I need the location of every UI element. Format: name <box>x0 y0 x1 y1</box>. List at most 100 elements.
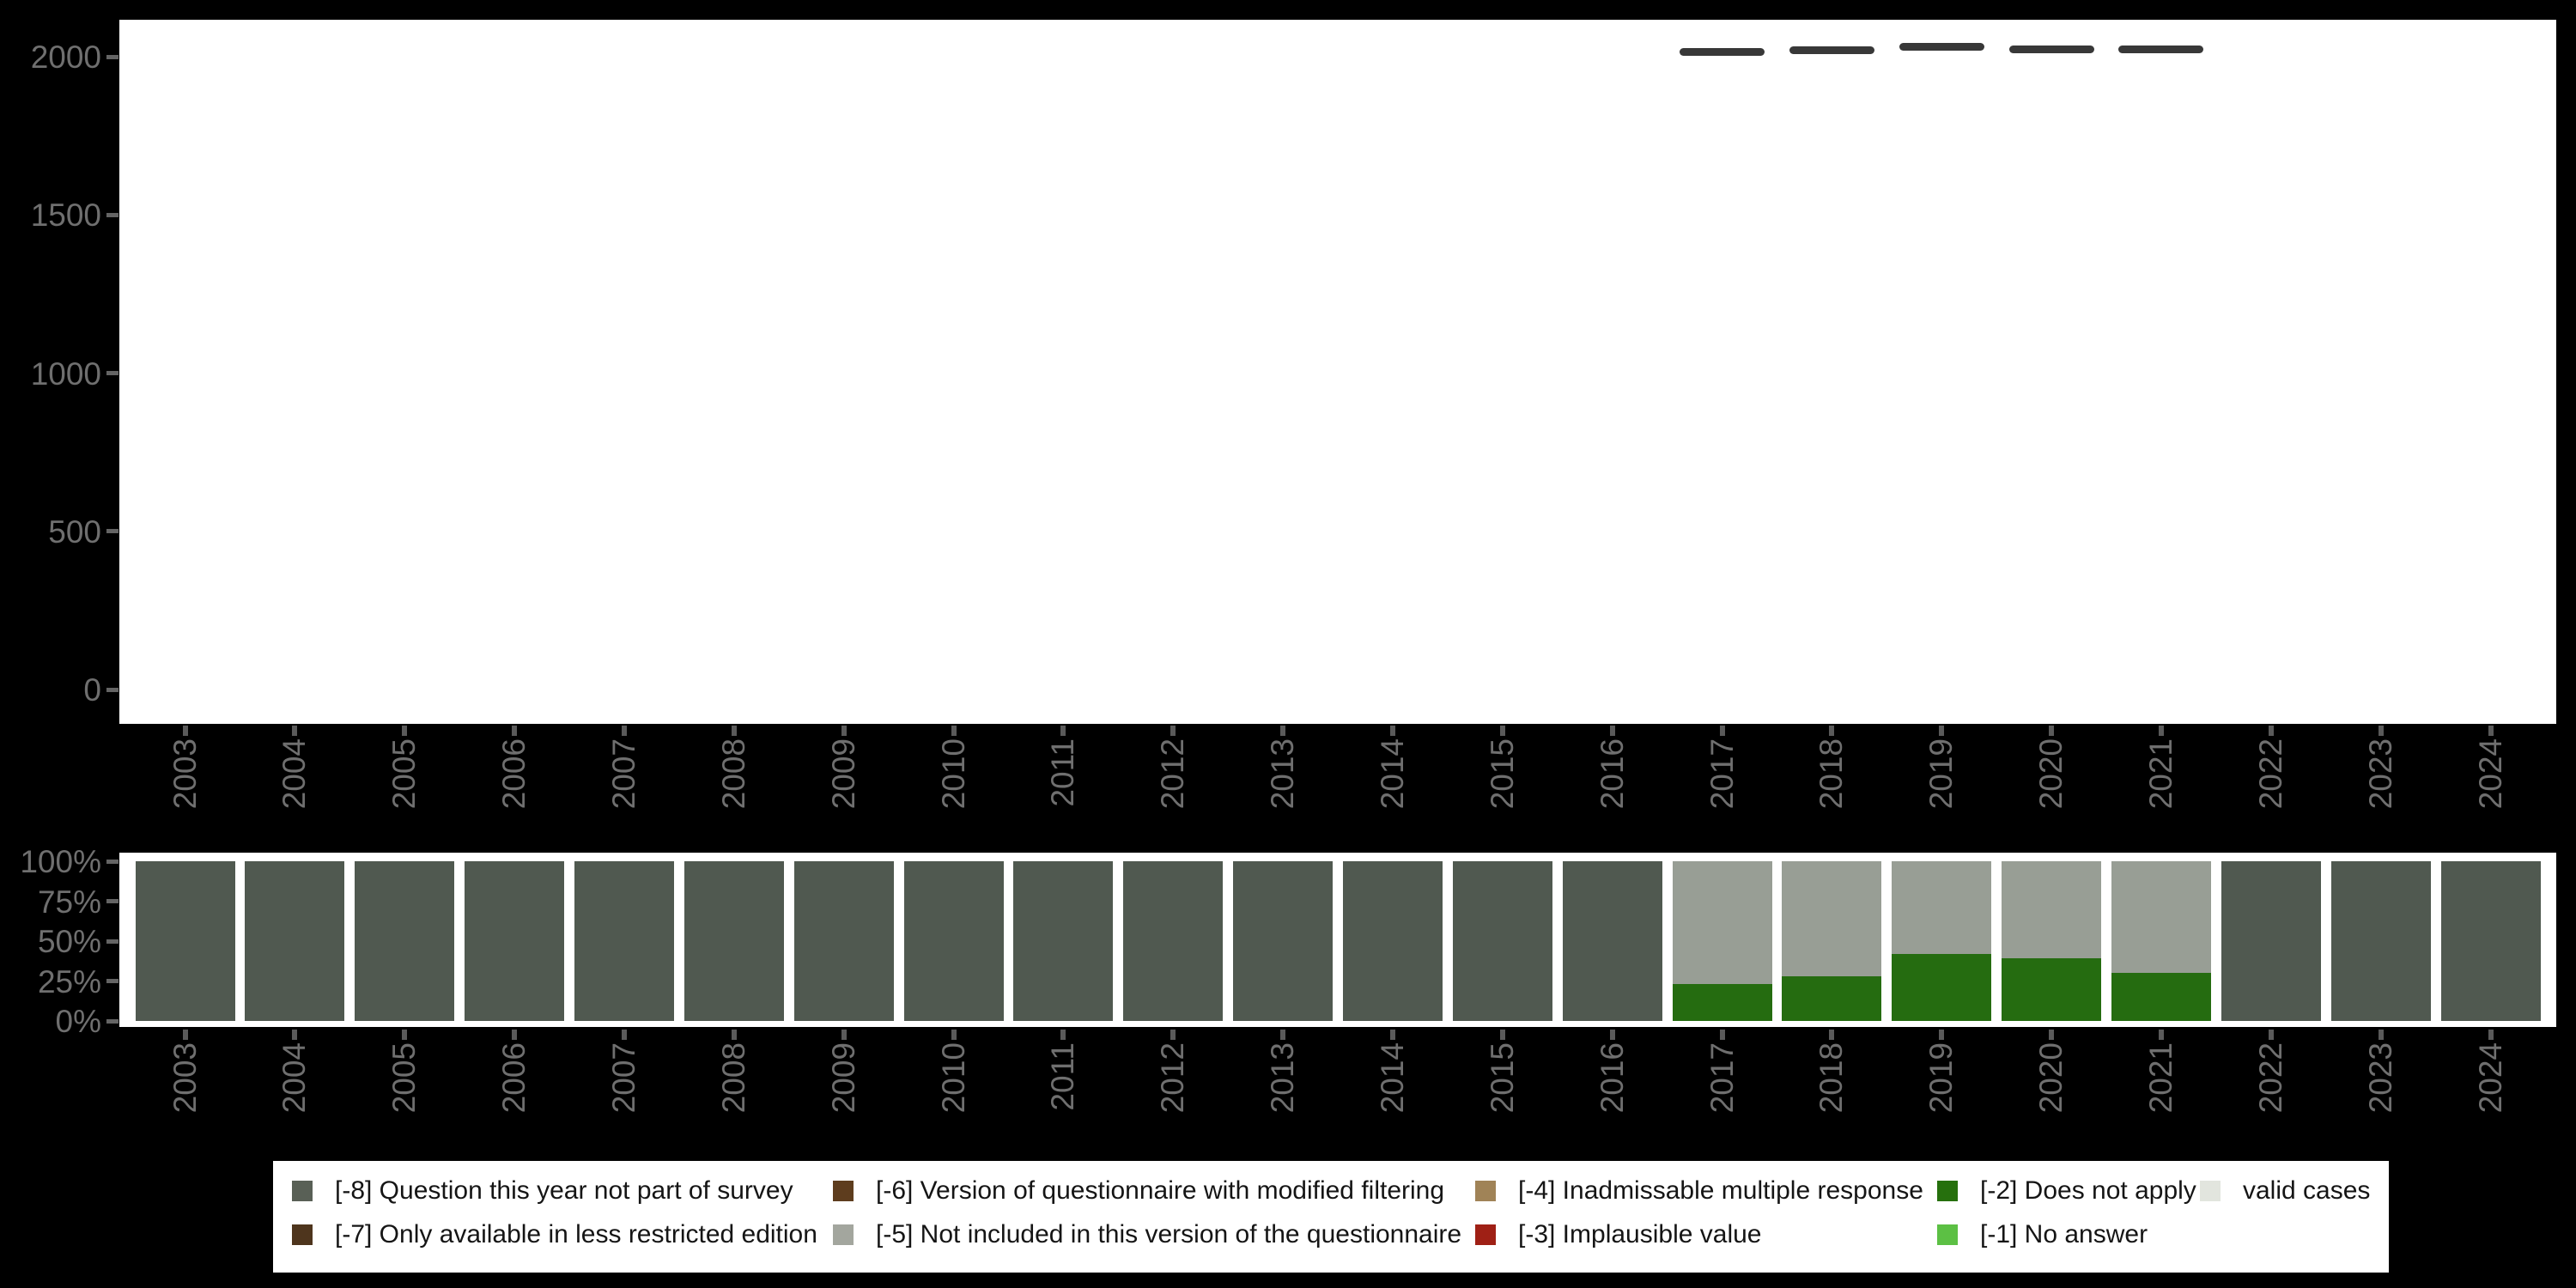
x-tick-label-2005: 2005 <box>386 1042 422 1114</box>
x-tick-label-2023: 2023 <box>2362 738 2398 810</box>
x-tick-label-2010: 2010 <box>935 738 971 810</box>
x-axis-tick <box>1280 726 1286 736</box>
x-tick-label-2009: 2009 <box>825 1042 861 1114</box>
x-tick-label-2021: 2021 <box>2142 1042 2178 1114</box>
x-tick-label-2015: 2015 <box>1484 738 1520 810</box>
x-tick-label-2004: 2004 <box>276 738 313 810</box>
bar-segment-2005 <box>355 861 455 1021</box>
x-tick-label-2018: 2018 <box>1814 738 1850 810</box>
x-axis-tick <box>1060 1030 1066 1040</box>
cases-dash-2020 <box>2008 46 2094 54</box>
bar-segment-2012 <box>1123 861 1224 1021</box>
x-tick-label-2006: 2006 <box>496 1042 532 1114</box>
y-axis-tick <box>106 54 118 59</box>
x-axis-tick <box>1499 726 1505 736</box>
bar-segment-2023 <box>2330 861 2431 1021</box>
bar-segment-2022 <box>2221 861 2321 1021</box>
x-axis-tick <box>1389 726 1395 736</box>
bar-segment-2004 <box>245 861 345 1021</box>
x-tick-label-2010: 2010 <box>935 1042 971 1114</box>
x-axis-tick <box>182 1030 188 1040</box>
legend: [-8] Question this year not part of surv… <box>273 1161 2389 1273</box>
x-axis-tick <box>1389 1030 1395 1040</box>
bar-segment-2009 <box>793 861 894 1021</box>
x-axis-tick <box>292 726 298 736</box>
bar-segment-2017 <box>1672 984 1772 1021</box>
bar-segment-2019 <box>1892 953 1992 1021</box>
x-tick-label-2017: 2017 <box>1704 1042 1740 1114</box>
legend-swatch <box>292 1224 313 1245</box>
x-axis-tick <box>2378 1030 2384 1040</box>
bar-segment-2019 <box>1892 861 1992 954</box>
y-tick-label: 2000 <box>30 39 101 75</box>
x-axis-tick <box>2049 726 2055 736</box>
cases-dash-2018 <box>1789 46 1874 55</box>
x-tick-label-2018: 2018 <box>1814 1042 1850 1114</box>
x-tick-label-2016: 2016 <box>1594 1042 1630 1114</box>
x-axis-tick <box>1719 726 1725 736</box>
x-axis-tick <box>2158 1030 2164 1040</box>
x-axis-tick <box>1609 726 1615 736</box>
legend-label: [-2] Does not apply <box>1980 1176 2196 1205</box>
legend-swatch <box>1937 1181 1958 1201</box>
x-axis-tick <box>621 1030 627 1040</box>
x-axis-tick <box>731 1030 737 1040</box>
bar-segment-2018 <box>1782 975 1882 1021</box>
x-tick-label-2008: 2008 <box>715 1042 751 1114</box>
x-axis-tick <box>1829 726 1835 736</box>
x-tick-label-2013: 2013 <box>1265 1042 1301 1114</box>
x-tick-label-2017: 2017 <box>1704 738 1740 810</box>
legend-swatch <box>1475 1224 1496 1245</box>
bar-segment-2013 <box>1233 861 1334 1021</box>
x-axis-tick <box>182 726 188 736</box>
x-tick-label-2011: 2011 <box>1045 738 1081 807</box>
x-tick-label-2020: 2020 <box>2033 738 2069 810</box>
x-axis-tick <box>512 726 518 736</box>
y-tick-label: 50% <box>37 924 101 959</box>
bar-segment-2016 <box>1562 861 1662 1021</box>
x-tick-label-2014: 2014 <box>1374 1042 1410 1114</box>
y-axis-tick <box>106 1018 118 1024</box>
x-tick-label-2024: 2024 <box>2472 1042 2508 1114</box>
legend-label: [-1] No answer <box>1980 1220 2148 1249</box>
legend-label: valid cases <box>2243 1176 2371 1205</box>
x-axis-tick <box>1280 1030 1286 1040</box>
x-axis-tick <box>2268 726 2274 736</box>
legend-swatch <box>833 1224 854 1245</box>
x-tick-label-2019: 2019 <box>1923 1042 1959 1114</box>
bar-segment-2018 <box>1782 861 1882 976</box>
x-axis-tick <box>1719 1030 1725 1040</box>
x-tick-label-2007: 2007 <box>605 738 641 810</box>
bar-segment-2010 <box>903 861 1004 1021</box>
x-tick-label-2013: 2013 <box>1265 738 1301 810</box>
y-tick-label: 500 <box>48 513 101 550</box>
x-axis-tick <box>1829 1030 1835 1040</box>
y-tick-label: 0% <box>55 1004 101 1039</box>
x-tick-label-2016: 2016 <box>1594 738 1630 810</box>
x-tick-label-2006: 2006 <box>496 738 532 810</box>
bar-segment-2017 <box>1672 861 1772 985</box>
x-tick-label-2009: 2009 <box>825 738 861 810</box>
bar-segment-2007 <box>574 861 674 1021</box>
y-tick-label: 0 <box>83 672 101 708</box>
x-axis-tick <box>1939 726 1945 736</box>
x-axis-tick <box>1060 726 1066 736</box>
legend-label: [-4] Inadmissable multiple response <box>1518 1176 1923 1205</box>
legend-swatch <box>1475 1181 1496 1201</box>
x-tick-label-2005: 2005 <box>386 738 422 810</box>
bar-segment-2020 <box>2002 861 2102 959</box>
y-axis-tick <box>106 979 118 983</box>
legend-swatch <box>292 1181 313 1201</box>
y-axis-tick <box>106 687 118 692</box>
bar-segment-2003 <box>135 861 235 1021</box>
y-tick-label: 75% <box>37 884 101 920</box>
x-tick-label-2014: 2014 <box>1374 738 1410 810</box>
x-axis-tick <box>731 726 737 736</box>
y-axis-tick <box>106 899 118 903</box>
bar-segment-2006 <box>465 861 565 1021</box>
cases-dash-2019 <box>1899 42 1984 51</box>
x-axis-tick <box>2378 726 2384 736</box>
x-tick-label-2024: 2024 <box>2472 738 2508 810</box>
x-axis-tick <box>402 726 408 736</box>
